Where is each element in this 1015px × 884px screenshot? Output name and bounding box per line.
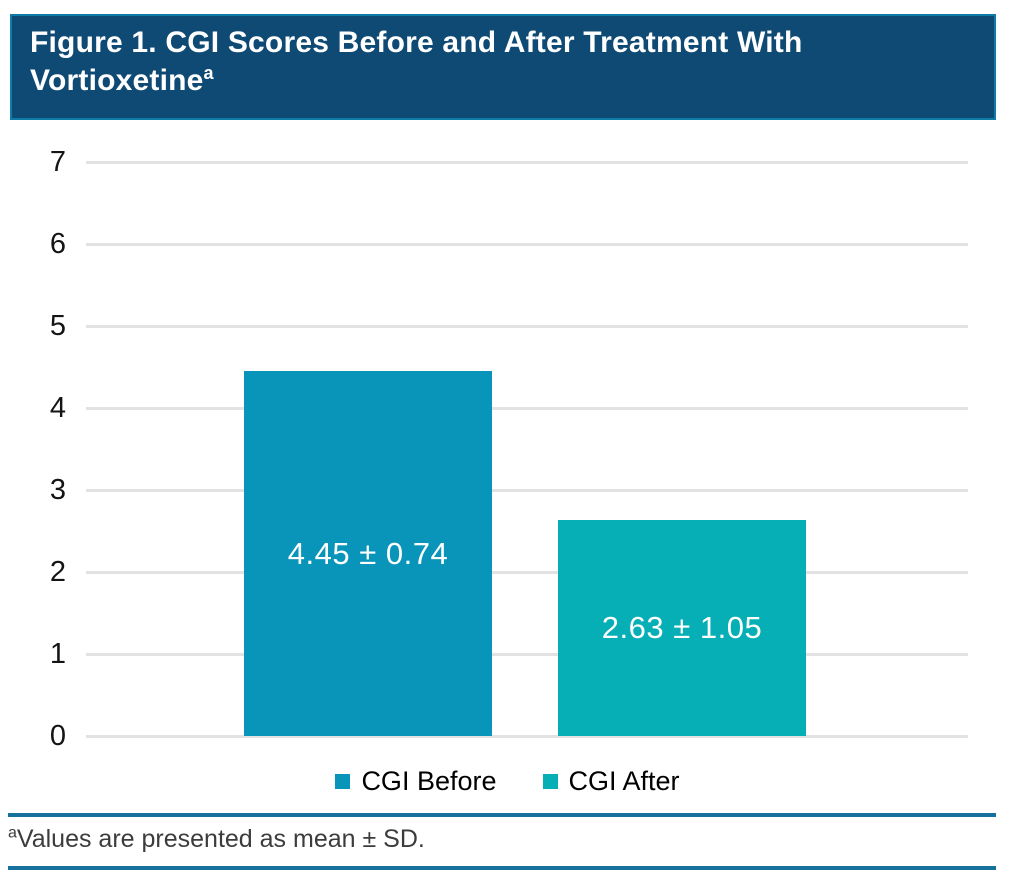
y-axis-tick-label-5: 5	[49, 310, 66, 342]
figure-title-bar: Figure 1. CGI Scores Before and After Tr…	[10, 14, 996, 120]
legend-label: CGI After	[568, 766, 680, 796]
gridline-y6	[86, 243, 968, 246]
gridline-y3	[86, 489, 968, 492]
bar-value-label-cgi-before: 4.45 ± 0.74	[287, 535, 449, 571]
footnote-marker: a	[8, 824, 17, 842]
figure-title-text: Figure 1. CGI Scores Before and After Tr…	[30, 26, 803, 97]
figure-title: Figure 1. CGI Scores Before and After Tr…	[30, 24, 976, 100]
chart-legend: CGI Before CGI After	[0, 762, 1015, 800]
gridline-y1	[86, 653, 968, 656]
y-axis-tick-label-4: 4	[49, 392, 66, 424]
gridline-y5	[86, 325, 968, 328]
gridline-y4	[86, 407, 968, 410]
y-axis-tick-label-6: 6	[49, 228, 66, 260]
legend-color-swatch-icon	[335, 773, 351, 789]
y-axis-tick-label-0: 0	[49, 720, 66, 752]
footnote: aValues are presented as mean ± SD.	[8, 822, 988, 856]
y-axis-tick-label-3: 3	[49, 474, 66, 506]
legend-label: CGI Before	[361, 766, 497, 796]
y-axis-tick-label-2: 2	[49, 556, 66, 588]
y-axis-tick-label-7: 7	[49, 146, 66, 178]
gridline-y0	[86, 735, 968, 738]
gridline-y7	[86, 161, 968, 164]
figure-title-footnote-marker: a	[203, 63, 214, 83]
bar-value-label-cgi-after: 2.63 ± 1.05	[601, 610, 763, 645]
y-axis-tick-label-1: 1	[49, 638, 66, 670]
legend-color-swatch-icon	[542, 773, 558, 789]
bar-cgi-before	[244, 371, 492, 736]
legend-item-cgi-before: CGI Before	[335, 766, 497, 796]
legend-item-cgi-after: CGI After	[542, 766, 680, 796]
footnote-divider-bottom	[8, 866, 996, 870]
footnote-divider-top	[8, 813, 996, 817]
bar-cgi-after	[558, 520, 806, 736]
gridline-y2	[86, 571, 968, 574]
footnote-text: Values are presented as mean ± SD.	[16, 825, 425, 853]
